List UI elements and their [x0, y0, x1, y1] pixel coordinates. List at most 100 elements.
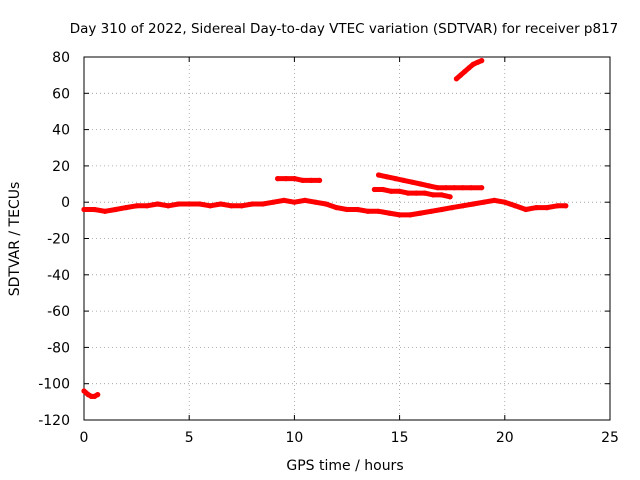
- series-arc-late-positive: [371, 186, 453, 200]
- data-point: [123, 205, 129, 211]
- data-point: [270, 199, 276, 205]
- x-tick-label: 5: [185, 430, 194, 446]
- data-point: [479, 58, 485, 64]
- data-point: [312, 199, 318, 205]
- data-point: [434, 185, 441, 191]
- data-point: [397, 188, 403, 194]
- data-point: [81, 206, 87, 213]
- data-point: [443, 185, 449, 191]
- series-arc-late-upper: [376, 172, 485, 191]
- data-point: [422, 190, 428, 196]
- data-point: [470, 61, 476, 67]
- data-point: [218, 201, 224, 207]
- series-arc-main: [81, 197, 569, 218]
- data-point: [134, 203, 140, 209]
- data-point: [430, 192, 436, 198]
- data-point: [439, 192, 445, 198]
- data-point: [281, 197, 287, 203]
- data-point: [113, 206, 119, 213]
- data-point: [491, 197, 497, 203]
- series-arc-mid-positive: [275, 176, 323, 183]
- data-point: [275, 176, 281, 182]
- data-point: [447, 194, 453, 200]
- data-point: [397, 212, 403, 218]
- y-tick-label: 20: [52, 159, 70, 175]
- data-point: [308, 177, 314, 183]
- x-tick-label: 20: [496, 430, 514, 446]
- data-point: [392, 176, 398, 182]
- y-tick-label: -100: [38, 377, 70, 393]
- data-point: [388, 188, 394, 194]
- y-tick-label: -80: [47, 340, 70, 356]
- data-point: [502, 199, 508, 205]
- y-axis-label: SDTVAR / TECUs: [7, 182, 23, 297]
- data-point: [317, 177, 323, 183]
- series-line: [371, 187, 453, 200]
- data-point: [300, 177, 306, 183]
- data-point: [207, 203, 213, 209]
- data-point: [386, 210, 392, 216]
- data-point: [371, 186, 377, 193]
- data-point: [413, 190, 419, 196]
- y-tick-label: -60: [47, 304, 70, 320]
- data-point: [523, 206, 529, 213]
- data-point: [228, 203, 234, 209]
- data-point: [333, 205, 340, 211]
- data-point: [165, 203, 171, 209]
- data-point: [407, 212, 413, 218]
- y-tick-label: 40: [52, 123, 70, 139]
- data-point: [249, 201, 255, 207]
- data-point: [470, 201, 476, 207]
- data-point: [197, 201, 203, 207]
- chart-title: Day 310 of 2022, Sidereal Day-to-day VTE…: [70, 21, 619, 37]
- y-tick-label: -40: [47, 268, 70, 284]
- data-point: [239, 203, 245, 209]
- series-arc-high: [453, 58, 485, 82]
- data-point: [102, 208, 108, 214]
- data-point: [466, 65, 472, 71]
- data-point: [283, 176, 289, 182]
- data-point: [468, 185, 474, 191]
- data-point: [426, 183, 432, 189]
- data-point: [91, 206, 98, 213]
- x-axis-label: GPS time / hours: [286, 458, 403, 474]
- data-point: [176, 201, 182, 207]
- data-point: [260, 201, 266, 207]
- data-point: [460, 203, 466, 209]
- data-point: [323, 201, 329, 207]
- data-point: [428, 208, 434, 214]
- data-point: [302, 197, 308, 203]
- y-tick-label: 0: [61, 195, 70, 211]
- data-point: [453, 76, 459, 82]
- y-tick-label: -120: [38, 413, 70, 429]
- data-point: [380, 186, 386, 193]
- data-point: [460, 185, 466, 191]
- data-point: [365, 208, 371, 214]
- data-point: [458, 72, 464, 78]
- data-point: [439, 206, 445, 213]
- y-tick-label: -20: [47, 232, 70, 248]
- data-point: [401, 177, 407, 183]
- data-point: [384, 174, 390, 180]
- data-layer: [81, 58, 569, 399]
- plot-frame: [83, 56, 611, 421]
- data-point: [376, 172, 382, 178]
- data-point: [449, 205, 455, 211]
- data-point: [376, 208, 382, 214]
- data-point: [405, 190, 411, 196]
- data-point: [186, 201, 192, 207]
- series-arc-early-negative: [81, 388, 101, 399]
- data-point: [563, 203, 569, 209]
- x-tick-label: 0: [80, 430, 89, 446]
- data-point: [481, 199, 487, 205]
- data-point: [291, 199, 297, 205]
- data-point: [533, 205, 540, 211]
- data-point: [479, 185, 485, 191]
- data-point: [451, 185, 457, 191]
- data-point: [155, 201, 161, 207]
- tick-layer: 0 5 10 15 20 25 -120 -100 -80 -60 -40 -20 0 20 40 60 80: [38, 50, 619, 446]
- data-point: [512, 203, 518, 209]
- data-point: [554, 203, 561, 209]
- data-point: [95, 392, 101, 398]
- data-point: [462, 68, 468, 75]
